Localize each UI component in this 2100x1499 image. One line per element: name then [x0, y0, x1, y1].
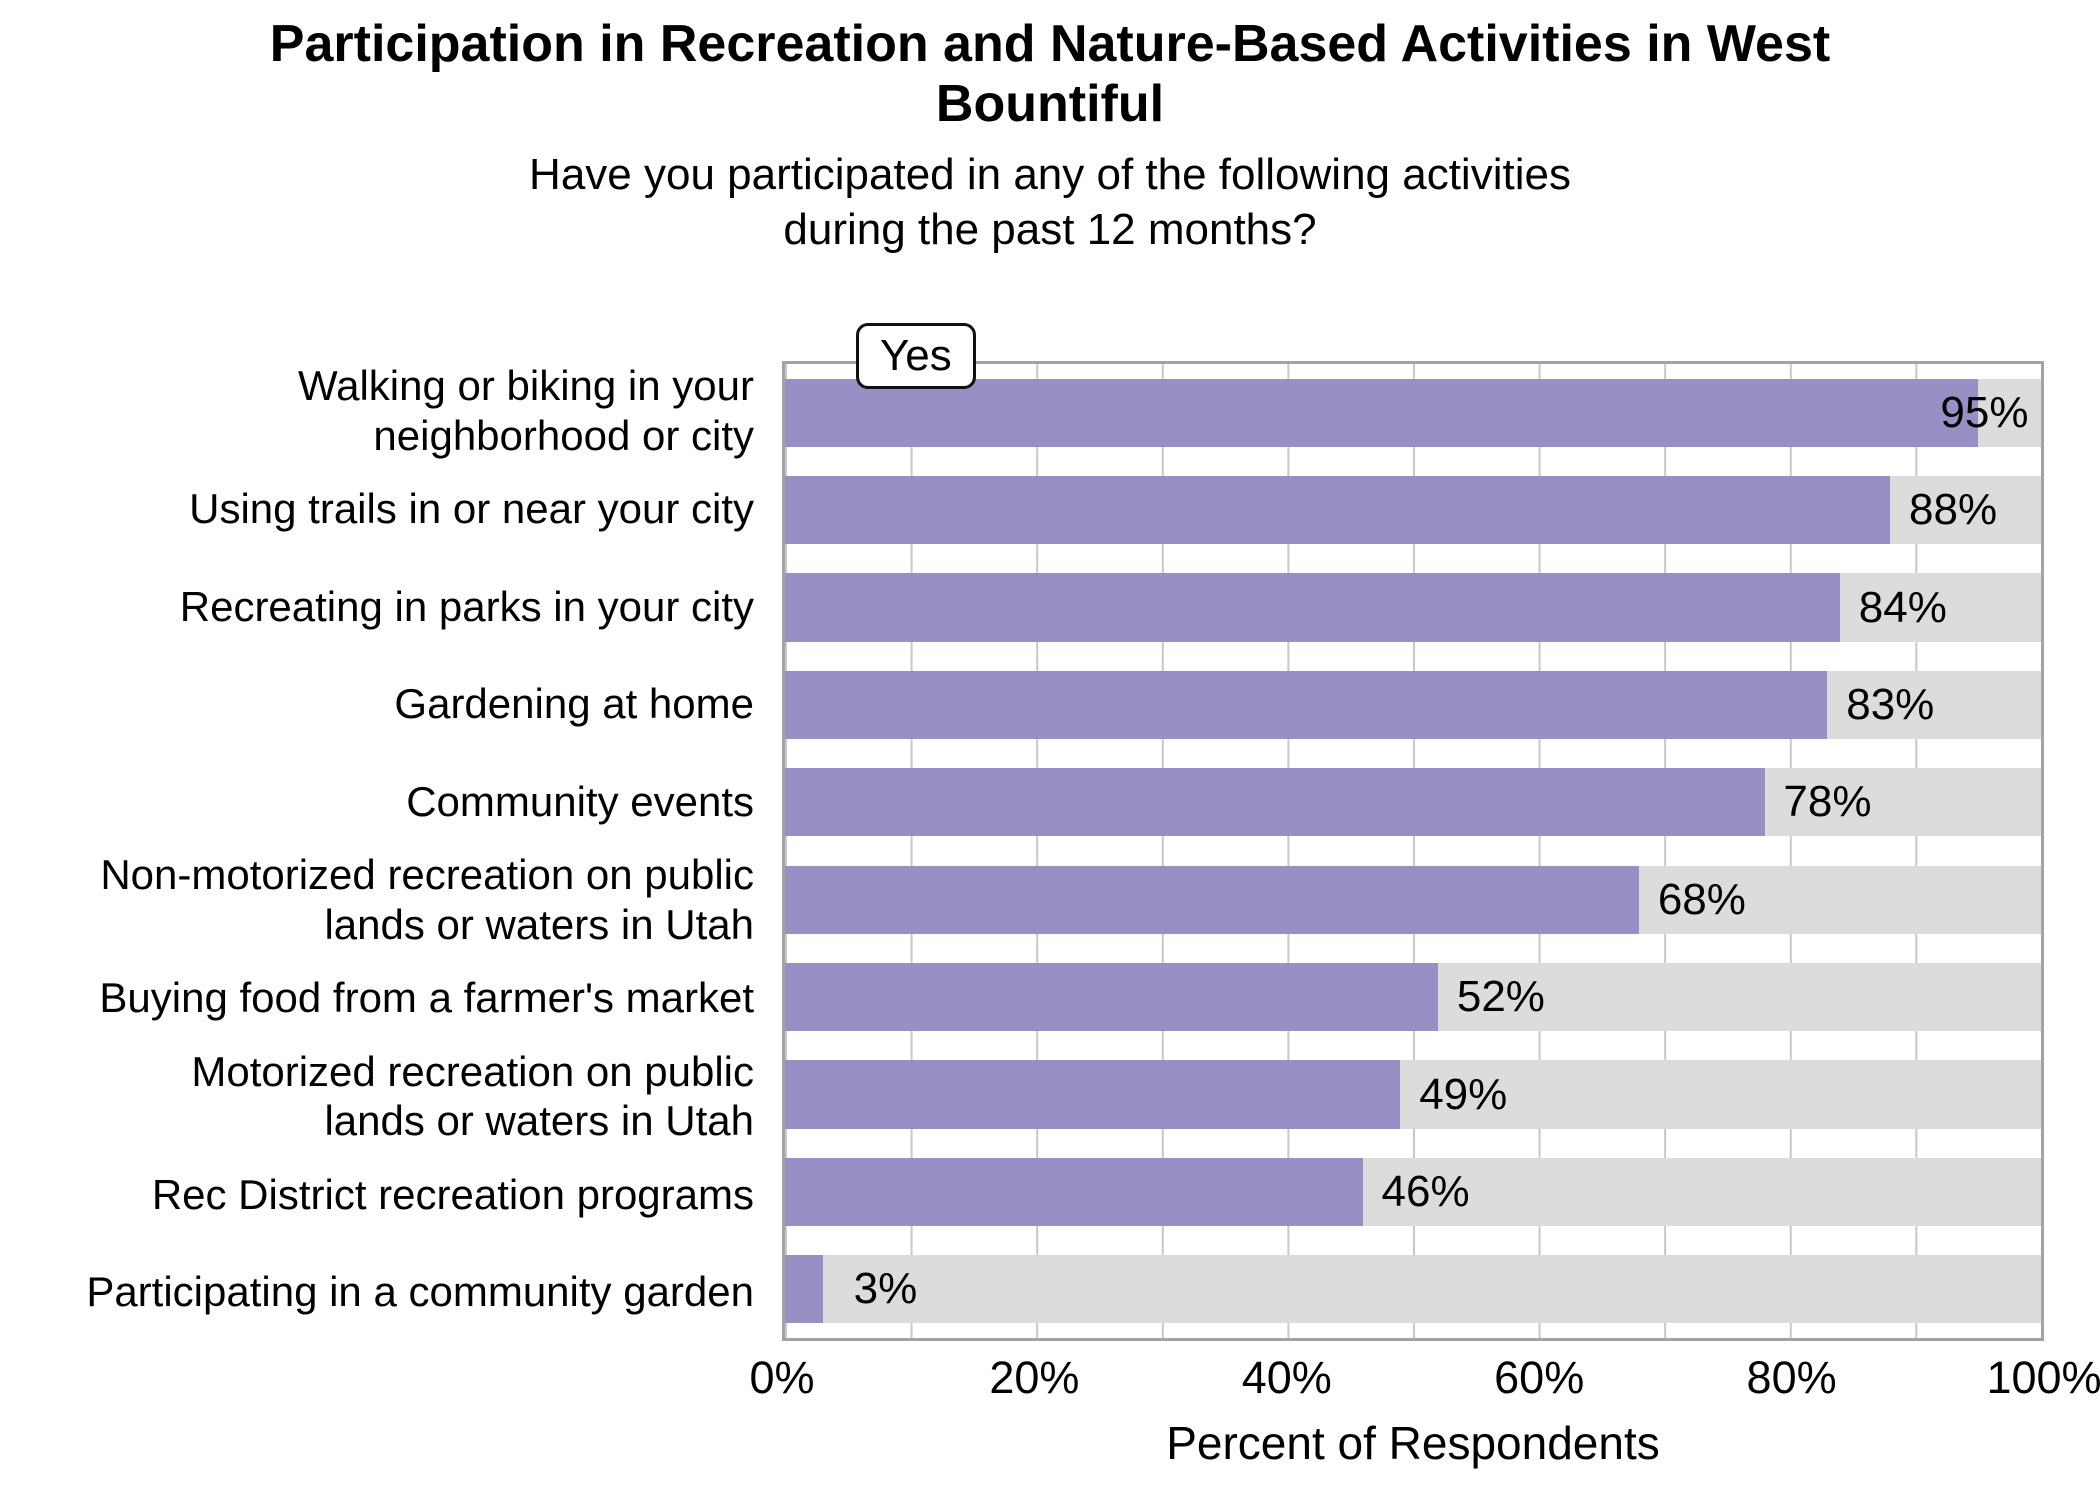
bar-yes [785, 1255, 823, 1324]
category-label: Community events [406, 777, 754, 825]
bar-rows: 95% 88% 84% 83% 78% 68% 52% 49% 46% 3% [785, 364, 2041, 1338]
bar-value-label: 52% [1456, 972, 1545, 1022]
bar-row: 88% [785, 461, 2041, 558]
bar-value-label: 84% [1858, 582, 1947, 632]
bar-row: 49% [785, 1046, 2041, 1143]
chart-subtitle: Have you participated in any of the foll… [529, 150, 1571, 254]
bar-track [785, 1255, 2041, 1324]
x-tick-label: 40% [1241, 1352, 1332, 1403]
legend-yes: Yes [856, 323, 976, 389]
x-axis-ticks: 0% 20% 40% 60% 80% 100% [749, 1352, 2100, 1404]
bar-value-label: 3% [853, 1264, 918, 1314]
bar-row: 78% [785, 754, 2041, 851]
bar-yes [785, 378, 1979, 447]
bar-yes [785, 963, 1439, 1032]
bar-yes [785, 573, 1841, 642]
category-label: Non-motorized recreation on public lands… [100, 851, 754, 948]
bar-row: 52% [785, 948, 2041, 1045]
plot-area: 95% 88% 84% 83% 78% 68% 52% 49% 46% 3% [782, 361, 2044, 1341]
bar-row: 83% [785, 656, 2041, 753]
bar-row: 68% [785, 851, 2041, 948]
x-axis-title: Percent of Respondents [1166, 1417, 1660, 1469]
bar-row: 95% [785, 364, 2041, 461]
category-label: Recreating in parks in your city [179, 582, 754, 630]
x-tick-label: 20% [989, 1352, 1080, 1403]
x-tick-label: 100% [1986, 1352, 2100, 1403]
chart-title: Participation in Recreation and Nature-B… [269, 15, 1831, 134]
x-tick-label: 60% [1494, 1352, 1585, 1403]
bar-row: 46% [785, 1143, 2041, 1240]
bar-value-label: 95% [1940, 387, 2029, 437]
bar-value-label: 49% [1419, 1069, 1508, 1119]
x-tick-label: 80% [1746, 1352, 1837, 1403]
bar-value-label: 68% [1657, 874, 1746, 924]
category-label: Using trails in or near your city [189, 485, 754, 533]
bar-yes [785, 1157, 1363, 1227]
bar-value-label: 46% [1381, 1166, 1470, 1216]
bar-yes [785, 476, 1891, 545]
bar-value-label: 88% [1909, 485, 1998, 535]
y-axis-labels: Walking or biking in your neighborhood o… [0, 361, 768, 1341]
category-label: Gardening at home [394, 680, 754, 728]
bar-yes [785, 670, 1828, 739]
category-label: Buying food from a farmer's market [99, 974, 754, 1022]
category-label: Motorized recreation on public lands or … [191, 1047, 754, 1145]
bar-yes [785, 865, 1640, 934]
legend-yes-label: Yes [880, 331, 952, 380]
category-label: Participating in a community garden [86, 1268, 754, 1316]
bar-row: 84% [785, 559, 2041, 656]
x-tick-label: 0% [749, 1352, 815, 1403]
bar-value-label: 78% [1783, 777, 1872, 827]
bar-yes [785, 1060, 1401, 1129]
category-label: Rec District recreation programs [151, 1170, 754, 1218]
bar-value-label: 83% [1846, 679, 1935, 729]
category-label: Walking or biking in your neighborhood o… [298, 362, 754, 459]
bar-row: 3% [785, 1241, 2041, 1338]
bar-yes [785, 768, 1765, 837]
